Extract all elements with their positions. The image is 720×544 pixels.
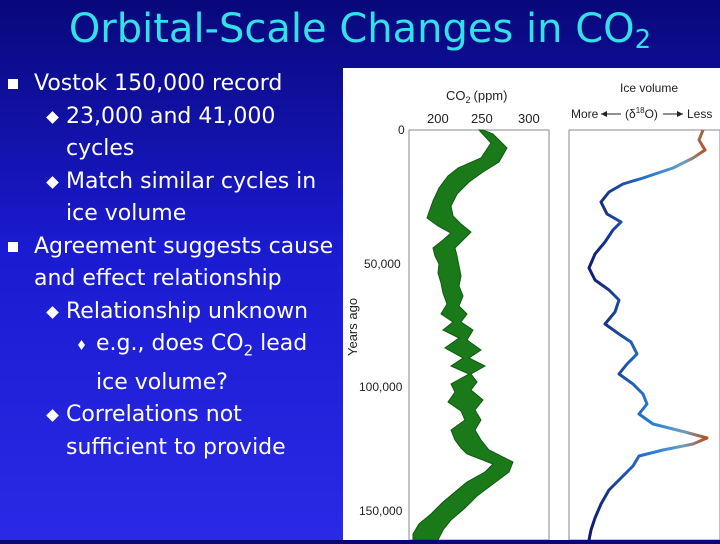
- bullet-relationship: Relationship unknown: [8, 296, 344, 329]
- small-diamond-bullet-icon: [78, 340, 85, 350]
- less-label: Less: [687, 107, 712, 121]
- ice-volume-panel: [568, 129, 720, 541]
- diamond-bullet-icon: [46, 305, 59, 319]
- y-tick-label: 150,000: [359, 504, 403, 518]
- co2-tick-label: 300: [518, 111, 540, 126]
- diamond-bullet-icon: [46, 110, 59, 124]
- co2-tick-label: 250: [471, 111, 493, 126]
- delta-o18-label: (δ18O): [625, 106, 658, 121]
- less-arrowhead-icon: [677, 111, 683, 117]
- bullet-agreement: Agreement suggests cause and effect rela…: [8, 231, 344, 296]
- square-bullet-icon: [8, 79, 18, 89]
- y-tick-label: 50,000: [364, 257, 401, 271]
- slide-title: Orbital-Scale Changes in CO2: [68, 6, 652, 55]
- bullet-cycles: 23,000 and 41,000 cycles: [8, 101, 344, 166]
- co2-header: CO2 (ppm): [446, 88, 507, 105]
- ice-volume-curve: [587, 129, 709, 541]
- more-label: More: [571, 107, 599, 121]
- co2-tick-label: 200: [427, 111, 449, 126]
- more-arrowhead-icon: [601, 111, 607, 117]
- vostok-figure: CO2 (ppm) 200 250 300 Ice volume More (δ1…: [343, 68, 720, 541]
- diamond-bullet-icon: [46, 409, 59, 423]
- bullet-example: e.g., does CO2 lead ice volume?: [8, 328, 344, 399]
- y-tick-label: 0: [398, 123, 405, 137]
- bullet-vostok: Vostok 150,000 record: [8, 68, 344, 101]
- bullet-list: Vostok 150,000 record 23,000 and 41,000 …: [8, 68, 344, 464]
- diamond-bullet-icon: [46, 175, 59, 189]
- y-axis-label: Years ago: [345, 298, 360, 356]
- y-tick-label: 100,000: [359, 380, 403, 394]
- ice-header: Ice volume: [620, 81, 678, 95]
- co2-panel: [408, 129, 550, 541]
- bullet-match: Match similar cycles in ice volume: [8, 166, 344, 231]
- bullet-correlations: Correlations not sufficient to provide: [8, 399, 344, 464]
- square-bullet-icon: [8, 241, 18, 252]
